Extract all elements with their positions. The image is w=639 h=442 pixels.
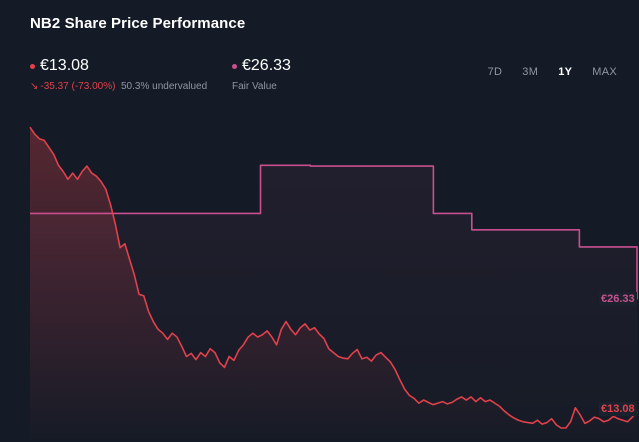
fair-value-end-label: €26.33 (599, 292, 637, 306)
range-max-button[interactable]: MAX (592, 66, 617, 78)
range-7d-button[interactable]: 7D (487, 66, 503, 78)
fair-value-line (30, 164, 638, 300)
price-change: -35.37 (-73.00%) (40, 81, 116, 92)
page-title: NB2 Share Price Performance (30, 15, 246, 32)
range-1y-button[interactable]: 1Y (558, 66, 573, 78)
price-change-row: ↘ -35.37 (-73.00%) 50.3% undervalued (30, 81, 207, 92)
price-legend-dot (30, 64, 35, 69)
fair-value-legend-dot (232, 64, 237, 69)
share-price-area (30, 127, 637, 442)
current-price-value: €13.08 (40, 57, 89, 74)
range-3m-button[interactable]: 3M (522, 66, 539, 78)
time-range-selector: 7D 3M 1Y MAX (478, 66, 627, 78)
fair-value-label: Fair Value (232, 81, 277, 92)
fair-value-value: €26.33 (242, 57, 291, 74)
price-end-label: €13.08 (599, 402, 637, 416)
trend-down-icon: ↘ (30, 81, 39, 92)
share-price-line (29, 126, 638, 429)
undervalued-note: 50.3% undervalued (121, 81, 208, 92)
